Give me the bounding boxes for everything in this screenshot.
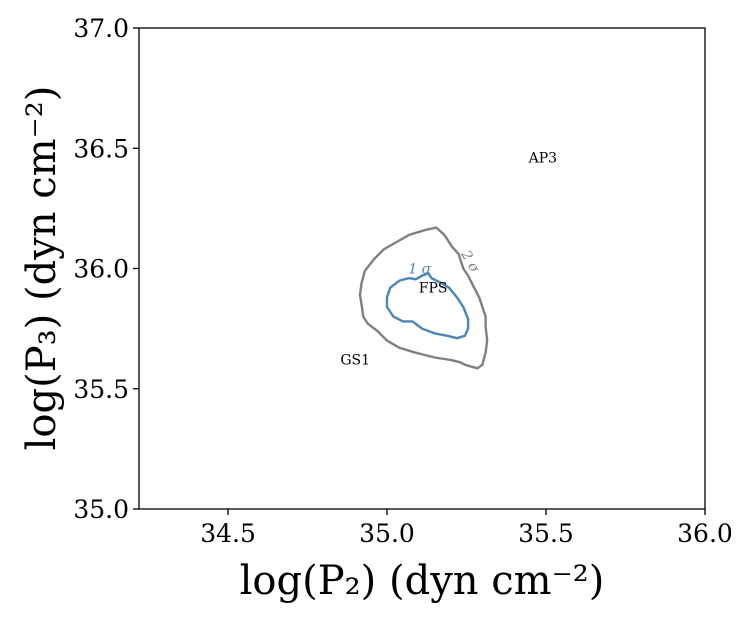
x-tick-label: 36.0 [677, 519, 733, 548]
model-label: GS1 [340, 353, 370, 369]
contour-1-sigma [385, 272, 470, 340]
model-label: FPS [419, 281, 448, 297]
contour-label: 2 σ [457, 247, 483, 276]
y-axis-label: log(P₃) (dyn cm⁻²) [19, 86, 65, 451]
contour-label: 1 σ [408, 261, 431, 277]
y-tick-label: 35.5 [73, 375, 129, 404]
contour-2-sigma [358, 226, 489, 370]
x-tick-label: 35.5 [518, 519, 574, 548]
y-tick-label: 36.0 [73, 255, 129, 284]
y-tick-label: 36.5 [73, 134, 129, 163]
y-tick-label: 35.0 [73, 495, 129, 524]
contours [358, 226, 489, 370]
x-tick-label: 35.0 [359, 519, 415, 548]
y-tick-label: 37.0 [73, 14, 129, 43]
x-axis-label: log(P₂) (dyn cm⁻²) [240, 558, 605, 604]
x-tick-label: 34.5 [200, 519, 256, 548]
model-label: AP3 [528, 151, 557, 167]
ticks: 34.5 35.0 35.5 36.0 35.0 35.5 36.0 36.5 37.0 [73, 14, 733, 548]
